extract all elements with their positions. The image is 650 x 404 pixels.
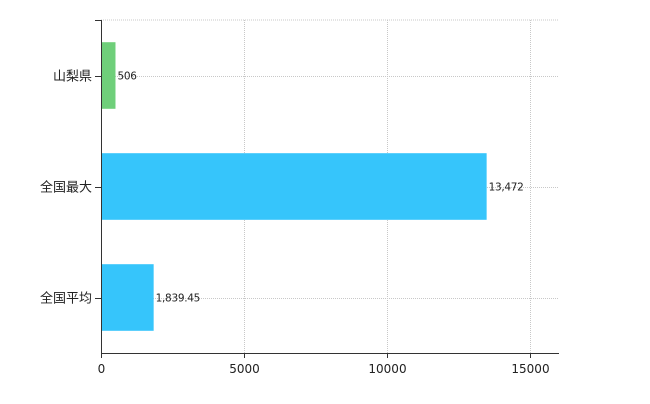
y-category-label: 全国平均 (40, 291, 92, 307)
x-tick-label: 5000 (229, 362, 260, 376)
bar-3 (101, 264, 154, 331)
x-tick-label: 0 (98, 362, 106, 376)
bar-value-label: 506 (117, 71, 137, 83)
bar-value-label: 1,839.45 (156, 293, 200, 305)
x-tick-label: 15000 (511, 362, 549, 376)
x-tick-label: 10000 (368, 362, 406, 376)
bar-value-label: 13,472 (489, 182, 524, 194)
y-category-label: 山梨県 (53, 70, 92, 85)
bar-1 (101, 42, 116, 109)
y-category-label: 全国最大 (40, 180, 92, 196)
bar-2 (101, 153, 487, 220)
